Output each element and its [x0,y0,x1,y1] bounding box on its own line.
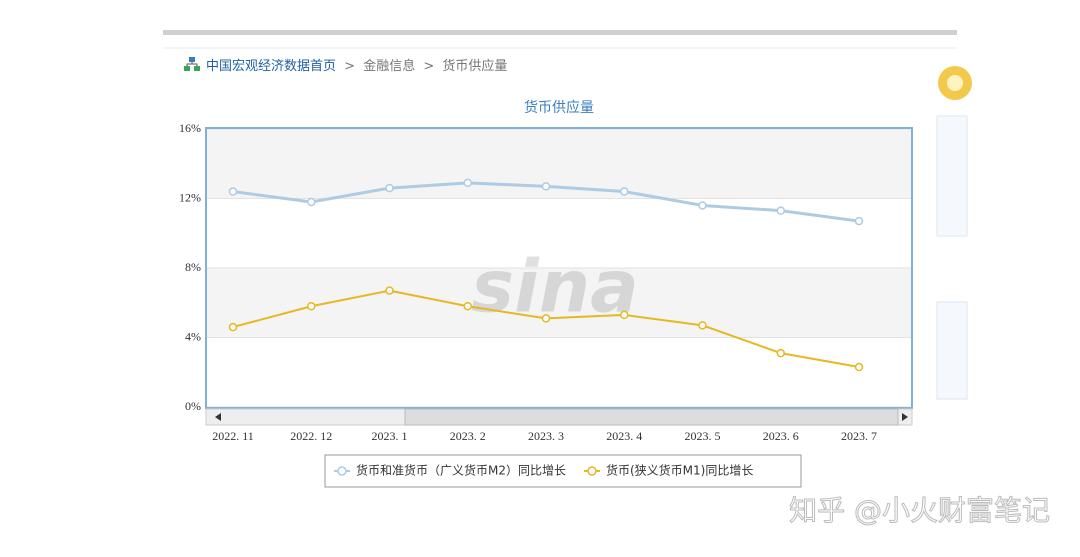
y-tick-label: 8% [185,260,201,274]
x-tick-label: 2023. 3 [528,429,564,443]
data-point [463,178,472,188]
breadcrumb-home[interactable]: 中国宏观经济数据首页 [206,59,336,74]
data-point [463,301,472,311]
data-point [854,216,864,226]
top-bar [163,30,957,35]
y-tick-label: 0% [185,399,201,413]
data-point [854,362,864,372]
data-point [385,286,394,295]
data-point [385,183,394,193]
data-point [307,197,316,207]
x-tick-label: 2023. 5 [685,429,721,443]
x-tick-label: 2022. 12 [290,429,332,443]
plot-frame [205,127,913,409]
breadcrumb-separator: > [423,59,434,74]
data-point [541,314,551,323]
y-tick-label: 4% [185,329,201,343]
watermark: 知乎 @小火财富笔记 [789,494,1050,527]
data-point [776,348,785,358]
y-tick-label: 16% [179,121,201,135]
chart-title: 货币供应量 [524,99,594,116]
data-point [620,310,629,320]
breadcrumb: 中国宏观经济数据首页 > 金融信息 > 货币供应量 [206,58,507,74]
y-tick-label: 12% [179,190,201,204]
data-point [698,201,707,210]
breadcrumb-separator: > [344,59,355,74]
legend-marker [587,466,597,476]
x-tick-label: 2023. 1 [372,429,408,443]
x-tick-label: 2023. 2 [450,429,486,443]
data-point [620,187,629,196]
legend-label: 货币和准货币（广义货币M2）同比增长 [356,463,566,478]
x-tick-label: 2023. 4 [606,429,642,443]
data-point [228,322,238,332]
home-icon [184,57,200,71]
legend-marker [337,466,347,476]
breadcrumb-item: 货币供应量 [442,58,507,74]
data-point [776,206,785,215]
data-point [541,182,551,191]
legend-label: 货币(狭义货币M1)同比增长 [606,463,753,478]
data-point [698,321,707,330]
x-tick-label: 2023. 7 [841,429,877,443]
data-point [228,187,238,196]
scrollbar[interactable] [205,408,913,426]
data-point [307,301,316,311]
x-tick-label: 2023. 6 [763,429,799,443]
side-panel [936,66,972,400]
legend-box [324,454,802,488]
x-tick-label: 2022. 11 [212,429,254,443]
breadcrumb-item[interactable]: 金融信息 [363,58,415,74]
